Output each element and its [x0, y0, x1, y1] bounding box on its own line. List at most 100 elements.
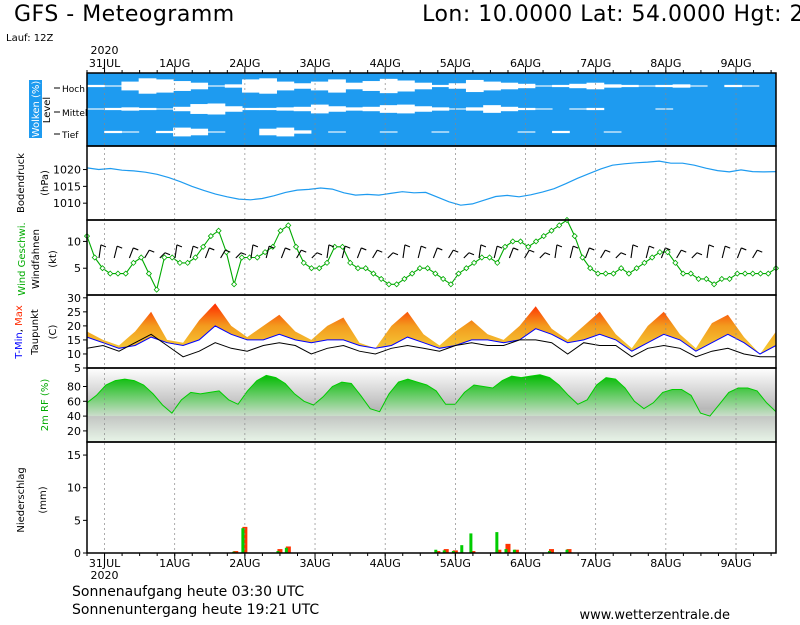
year-label-top: 2020	[91, 44, 119, 57]
cloud-gap-mid	[138, 107, 157, 111]
wind-point	[354, 265, 362, 272]
wind-barb	[645, 245, 650, 259]
wind-barb	[676, 249, 682, 259]
wind-barb	[554, 244, 558, 259]
cloud-gap-high	[638, 85, 656, 87]
cloud-gap-low	[104, 130, 122, 134]
precip-bar-largescale	[241, 528, 245, 553]
precip-bar-largescale	[547, 551, 551, 553]
rh-tick-label: 60	[67, 395, 81, 408]
precip-bar-largescale	[565, 549, 569, 553]
wind-point	[378, 275, 385, 282]
cloud-level-label: Tief	[61, 131, 79, 141]
cloud-gap-mid	[379, 105, 398, 113]
credit-link[interactable]: www.wetterzentrale.de	[579, 608, 730, 623]
day-label-top: 2AUG	[229, 57, 260, 70]
wind-barb-feather	[757, 249, 763, 253]
wind-point	[215, 227, 222, 234]
wind-point	[509, 238, 516, 245]
cloud-gap-high	[672, 84, 691, 88]
cloud-gap-high	[431, 84, 450, 88]
wind-barb	[584, 247, 590, 259]
cloud-gap-high	[190, 82, 209, 90]
svg-text:Bodendruck: Bodendruck	[16, 153, 27, 213]
wind-point	[726, 275, 733, 282]
wind-point	[757, 270, 764, 277]
wind-point	[680, 270, 687, 277]
wind-barb	[204, 247, 210, 259]
precip-bar-convective	[496, 549, 502, 553]
svg-text:Taupunkt: Taupunkt	[30, 309, 41, 356]
wind-barb-feather	[437, 247, 443, 251]
wind-point	[641, 259, 648, 266]
cloud-gap-high	[724, 84, 743, 88]
wind-point	[625, 270, 632, 277]
temp-ylabel2: Taupunkt	[30, 309, 41, 356]
day-label-top: 8AUG	[650, 57, 681, 70]
wind-barb-feather	[589, 247, 595, 251]
wind-barb-feather	[544, 252, 551, 256]
wind-barb	[402, 244, 406, 259]
svg-text:Windfahnen: Windfahnen	[31, 229, 42, 289]
cloud-gap-high	[569, 83, 588, 89]
temp-tick-label: 25	[67, 306, 81, 319]
wind-point	[602, 270, 609, 277]
wind-point	[370, 270, 377, 277]
precip-bar-largescale	[469, 533, 473, 553]
svg-text:2m RF (%): 2m RF (%)	[40, 379, 51, 432]
wind-barb	[265, 245, 270, 259]
day-label-top: 6AUG	[510, 57, 541, 70]
wind-barb-feather	[648, 245, 655, 249]
day-label-bottom: 6AUG	[510, 557, 541, 570]
precip-ylabel: Niederschlag	[16, 467, 27, 532]
precip-bar-convective	[513, 549, 519, 553]
wind-point	[347, 259, 354, 266]
wind-barb	[615, 252, 622, 259]
day-label-bottom: 4AUG	[370, 557, 401, 570]
svg-text:(kt): (kt)	[48, 250, 59, 268]
wind-barb	[463, 252, 470, 259]
wind-point	[556, 222, 563, 229]
precip-bar-convective	[233, 551, 239, 553]
cloud-gap-mid	[121, 107, 140, 111]
cloud-gap-high	[448, 83, 467, 89]
wind-barb-feather	[361, 247, 367, 251]
cloud-gap-mid	[517, 107, 536, 111]
model-run-label: Lauf: 12Z	[6, 33, 54, 44]
cloud-gap-mid	[155, 108, 174, 110]
cloud-gap-high	[173, 81, 191, 91]
wind-point	[548, 227, 555, 234]
wind-barb	[280, 247, 286, 259]
wind-point	[424, 265, 431, 272]
wind-point	[416, 265, 423, 272]
wind-barb-feather	[301, 249, 307, 253]
wind-point	[687, 270, 694, 277]
wind-point	[184, 259, 191, 266]
precip-tick-label: 5	[74, 514, 81, 527]
cloud-gap-low	[603, 131, 622, 133]
cloud-gap-high	[465, 79, 484, 93]
cloud-level-label: Mittel	[62, 109, 87, 119]
cloud-gap-mid	[104, 107, 122, 111]
wind-barb-feather	[513, 247, 519, 251]
wind-point	[176, 259, 183, 266]
wind-barb-feather	[225, 249, 231, 253]
precip-bar-convective	[548, 549, 554, 553]
cloud-gap-high	[276, 81, 295, 91]
precip-bar-largescale	[434, 549, 438, 553]
cloud-ylabel: Wolken (%)	[31, 81, 42, 138]
wind-barb-feather	[285, 247, 291, 251]
cloud-gap-mid	[655, 108, 674, 110]
cloud-gap-high	[345, 82, 364, 90]
wind-barb	[341, 245, 346, 259]
cloud-side-label: Level	[42, 97, 53, 123]
pressure-unit: (hPa)	[40, 170, 51, 196]
wind-point	[161, 254, 168, 261]
wind-barb	[569, 245, 574, 259]
cloud-gap-high	[207, 85, 226, 87]
wind-point	[587, 265, 594, 272]
precip-tick-label: 0	[74, 547, 81, 560]
cloud-gap-high	[87, 84, 105, 88]
wind-barb-feather	[209, 247, 215, 251]
cloud-gap-high	[517, 83, 536, 89]
